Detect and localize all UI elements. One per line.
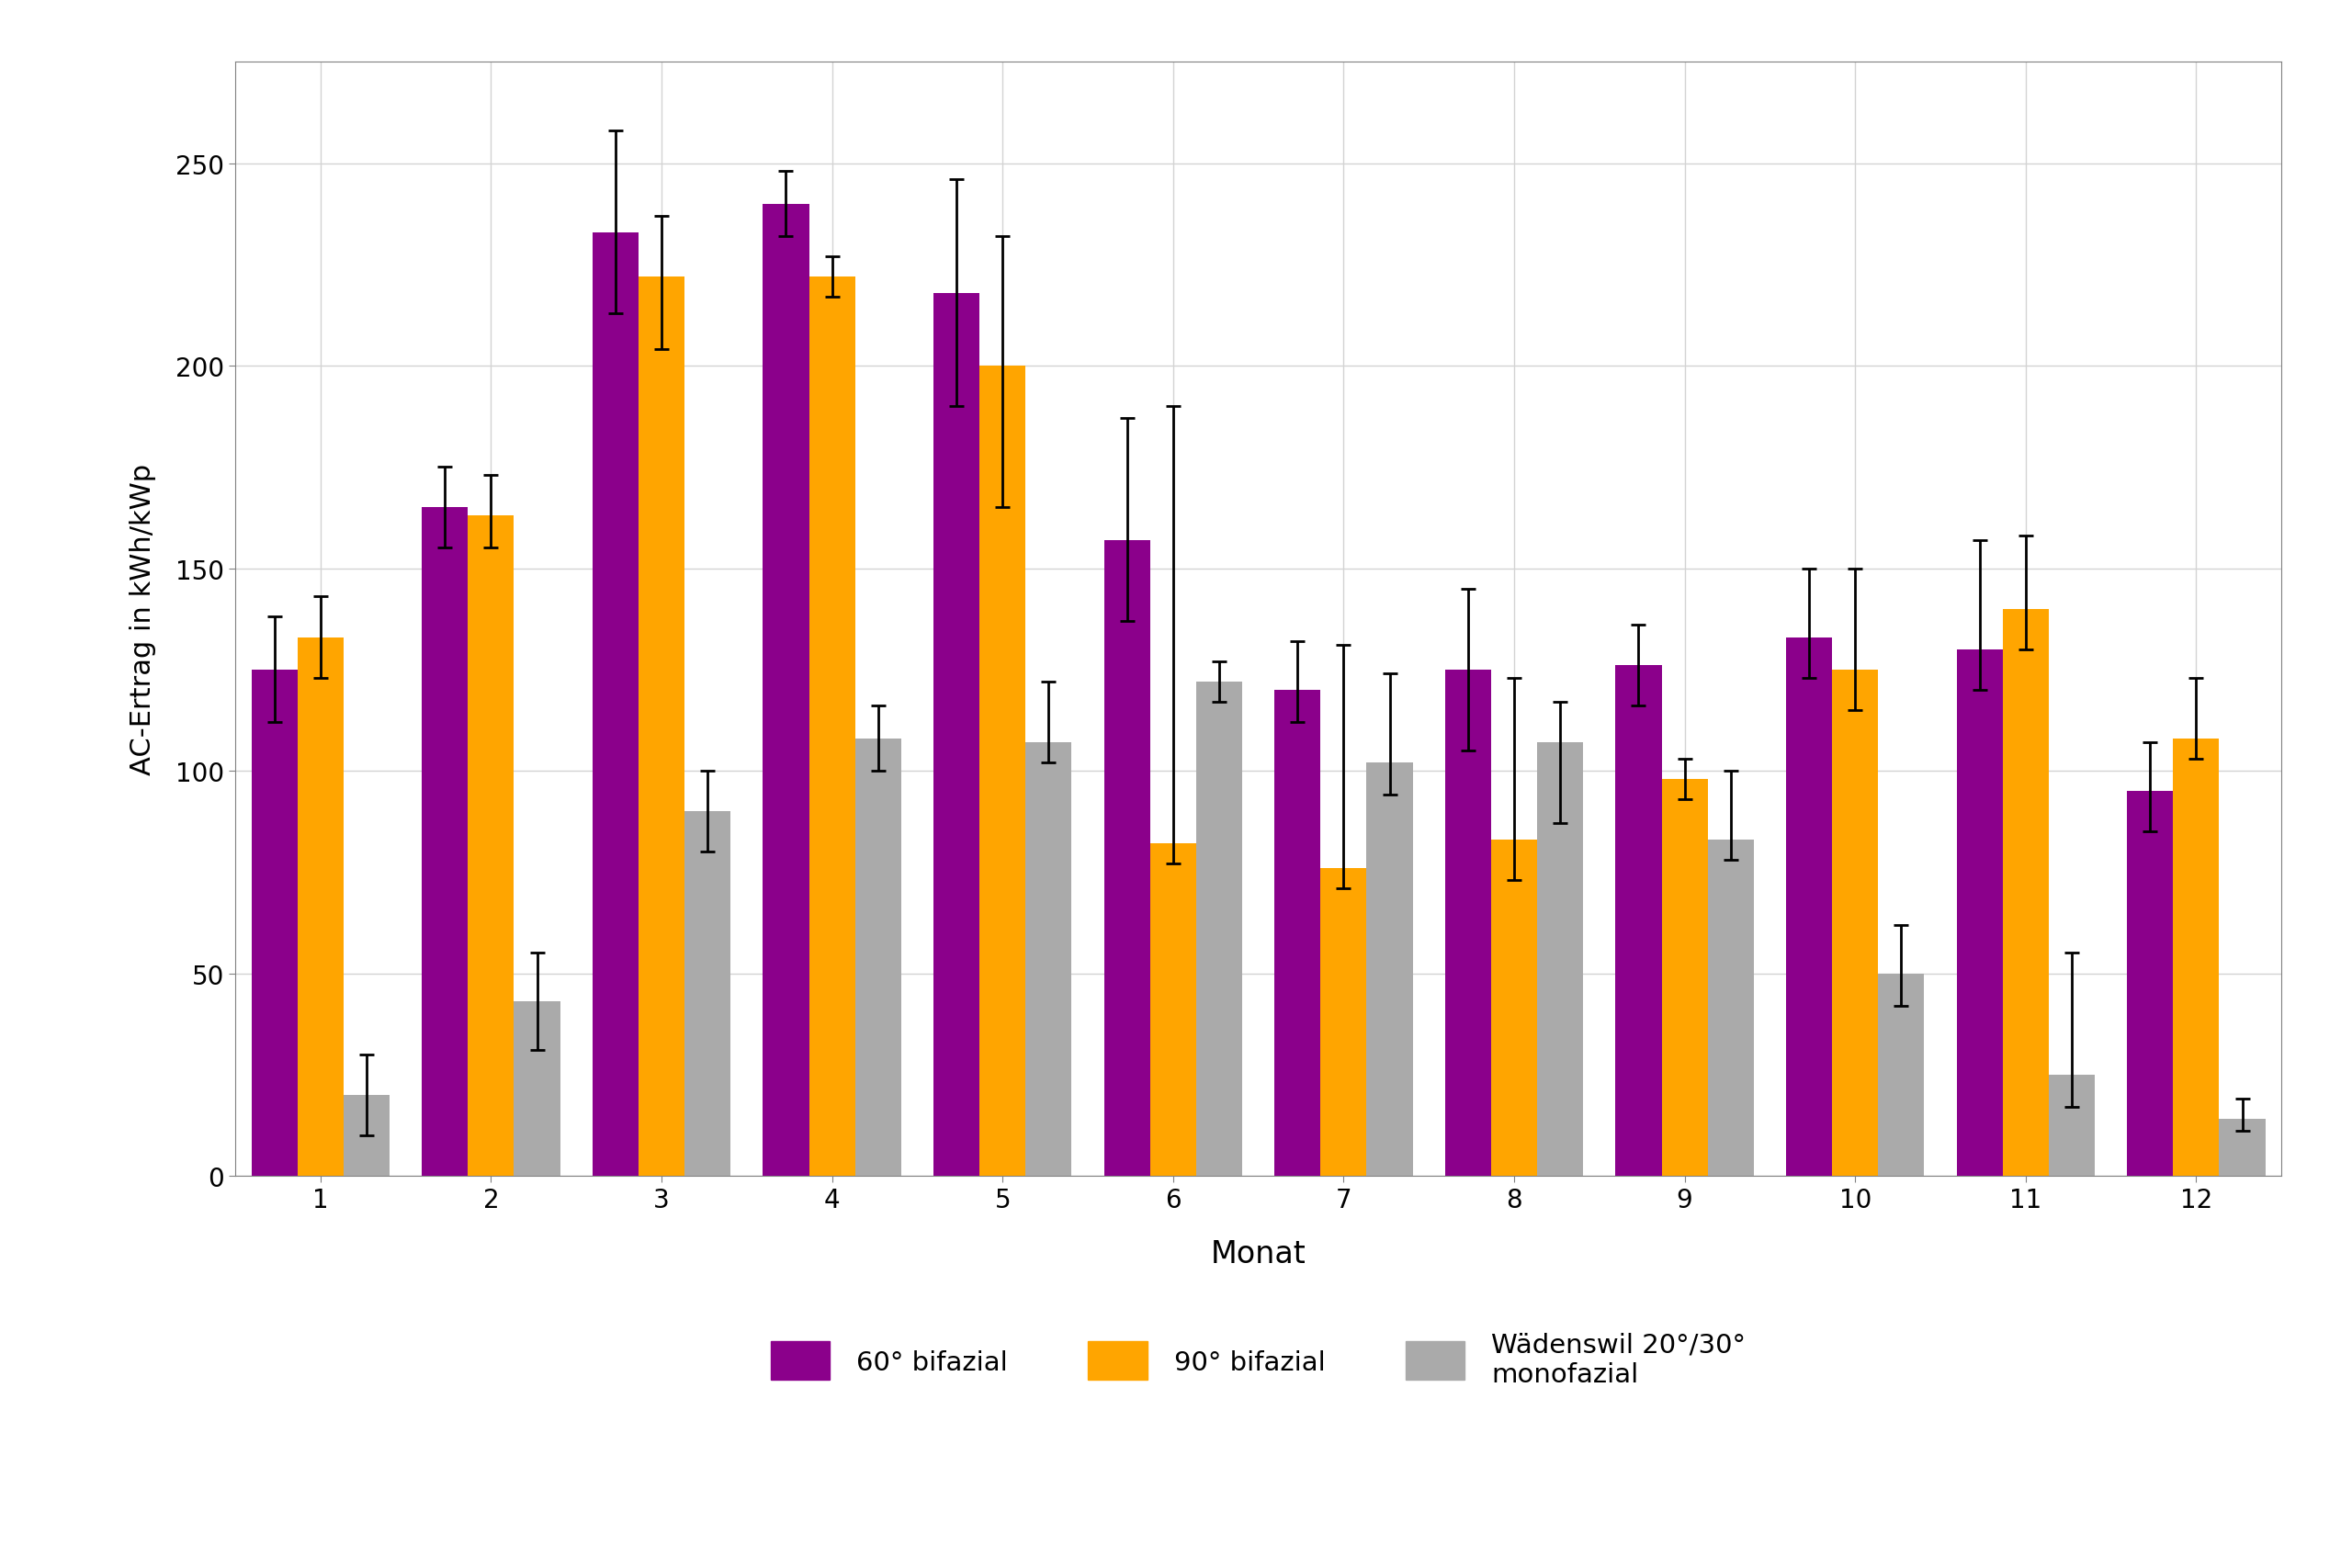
Bar [296,638,343,1176]
Bar [2173,739,2220,1176]
Bar [934,293,978,1176]
Bar [1957,649,2002,1176]
Bar [1367,764,1414,1176]
Bar [2126,792,2173,1176]
Bar [2002,610,2049,1176]
Bar [343,1094,390,1176]
Bar [1879,974,1924,1176]
Bar [2049,1074,2096,1176]
Legend: 60° bifazial, 90° bifazial, Wädenswil 20°/30°
monofazial: 60° bifazial, 90° bifazial, Wädenswil 20… [760,1320,1757,1397]
Bar [252,670,296,1176]
Bar [1197,682,1242,1176]
Bar [468,516,515,1176]
Bar [1661,779,1708,1176]
Bar [421,508,468,1176]
Bar [637,278,684,1176]
X-axis label: Monat: Monat [1211,1239,1305,1269]
Bar [593,232,637,1176]
Bar [515,1002,560,1176]
Bar [1150,844,1197,1176]
Bar [1319,869,1367,1176]
Bar [1832,670,1879,1176]
Bar [1025,743,1073,1176]
Bar [762,204,809,1176]
Bar [856,739,901,1176]
Bar [1785,638,1832,1176]
Bar [1491,840,1538,1176]
Bar [1708,840,1755,1176]
Bar [809,278,856,1176]
Bar [1103,541,1150,1176]
Bar [2220,1120,2265,1176]
Bar [1538,743,1583,1176]
Bar [684,812,731,1176]
Bar [1275,690,1319,1176]
Bar [978,367,1025,1176]
Bar [1444,670,1491,1176]
Bar [1616,666,1661,1176]
Y-axis label: AC-Ertrag in kWh/kWp: AC-Ertrag in kWh/kWp [129,464,155,775]
